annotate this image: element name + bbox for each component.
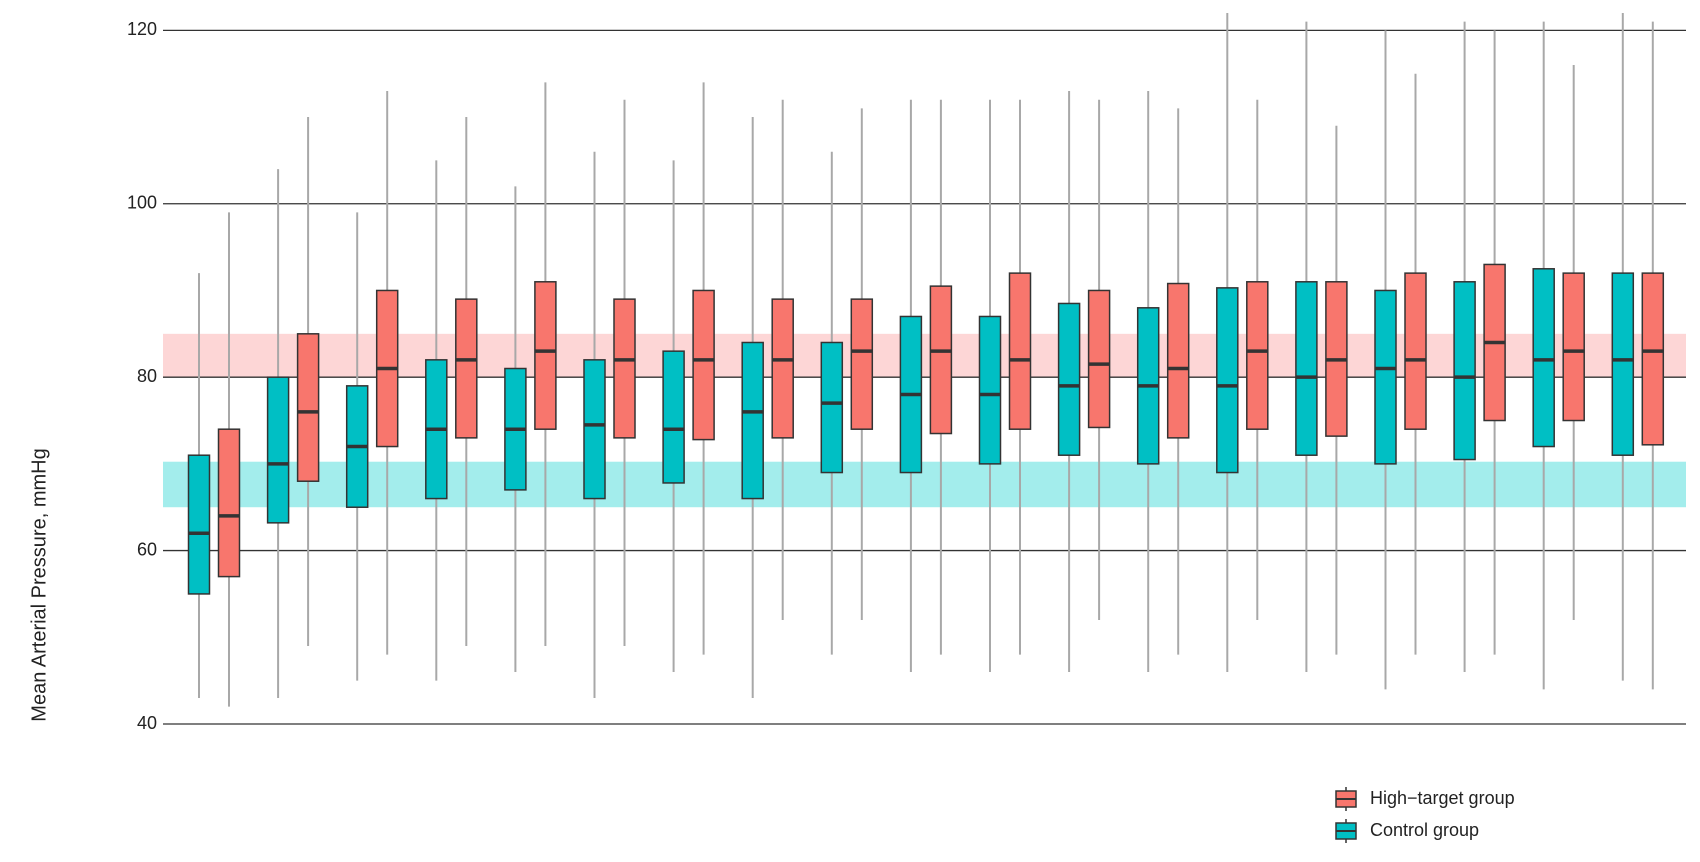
box	[1295, 281, 1318, 456]
box	[1532, 268, 1555, 448]
y-tick-label: 60	[137, 539, 157, 559]
box	[296, 333, 320, 482]
box	[1453, 281, 1476, 461]
target-band	[163, 333, 1686, 378]
box	[1641, 272, 1665, 446]
box	[850, 298, 874, 430]
box	[1611, 272, 1635, 456]
legend-item: High−target group	[1335, 787, 1515, 811]
box	[1374, 289, 1397, 465]
box	[820, 341, 844, 474]
y-axis-label: Mean Arterial Pressure, mmHg	[28, 448, 50, 721]
box	[1246, 281, 1269, 430]
box	[1087, 289, 1111, 429]
box	[1008, 272, 1032, 430]
y-tick-label: 120	[127, 19, 157, 39]
target-band	[163, 461, 1686, 508]
box	[455, 298, 478, 439]
y-tick-label: 40	[137, 713, 157, 733]
legend-item: Control group	[1335, 819, 1479, 843]
box	[1216, 287, 1239, 474]
legend-label: High−target group	[1370, 788, 1515, 808]
box	[583, 359, 606, 500]
box	[1166, 282, 1190, 439]
box	[1562, 272, 1585, 422]
legend-label: Control group	[1370, 820, 1479, 840]
box	[741, 341, 764, 500]
box	[929, 285, 953, 435]
box	[1404, 272, 1427, 430]
box	[534, 281, 557, 430]
y-tick-label: 80	[137, 366, 157, 386]
box	[662, 350, 685, 484]
y-tick-label: 100	[127, 193, 157, 213]
box	[217, 428, 241, 578]
box	[266, 376, 290, 524]
box	[187, 454, 211, 595]
box	[1057, 302, 1081, 456]
box	[613, 298, 636, 439]
box	[692, 289, 715, 441]
box	[978, 315, 1002, 465]
box	[771, 298, 794, 439]
